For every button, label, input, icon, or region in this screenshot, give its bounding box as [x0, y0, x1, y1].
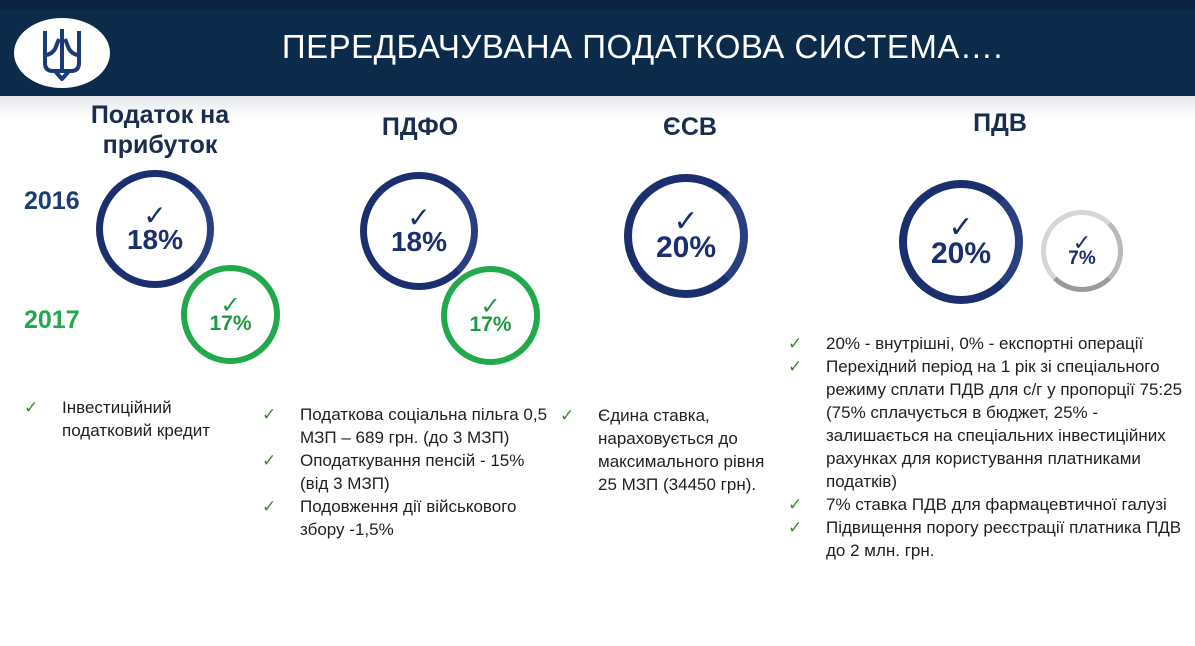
pdfo-2016-circle: ✓ 18% [360, 172, 478, 290]
check-icon: ✓ [143, 200, 167, 231]
check-icon: ✓ [560, 406, 575, 425]
list-item: ✓ 7% ставка ПДВ для фармацевтичної галузі [788, 495, 1167, 514]
profit-tax-2016-rate: 18% [126, 224, 184, 255]
pdfo-2017-rate: 17% [469, 312, 512, 336]
trident-icon [43, 29, 81, 81]
list-item: ✓ Подовження дії військового збору -1,5% [262, 497, 517, 539]
check-icon: ✓ [262, 405, 277, 424]
check-icon: ✓ [480, 292, 501, 320]
list-item: ✓ 20% - внутрішні, 0% - експортні операці… [788, 334, 1144, 353]
check-icon: ✓ [24, 398, 39, 417]
check-icon: ✓ [407, 202, 431, 233]
column-title-esv: ЄСВ [663, 113, 717, 141]
list-item: ✓ Інвестиційний податковий кредит [24, 398, 211, 440]
pdv-pharma-rate: 7% [1068, 248, 1096, 269]
pdv-main-rate: 20% [930, 237, 992, 270]
logo [14, 18, 110, 88]
profit-tax-2016-circle: ✓ 18% [96, 170, 214, 288]
check-icon: ✓ [673, 205, 699, 238]
header-bar: ПЕРЕДБАЧУВАНА ПОДАТКОВА СИСТЕМА…. [0, 0, 1195, 96]
header-top-line [0, 0, 1195, 10]
check-icon: ✓ [948, 211, 974, 244]
list-item: ✓ Перехідний період на 1 рік зі спеціальн… [788, 357, 1183, 491]
pdv-main-circle: ✓ 20% [899, 180, 1023, 304]
year-2017-label: 2017 [24, 306, 80, 334]
pdfo-list: ✓ Податкова соціальна пільга 0,5 МЗП – 68… [262, 403, 552, 541]
column-title-profit-tax: Податок на прибуток [90, 101, 230, 159]
profit-tax-2017-rate: 17% [209, 311, 252, 335]
header-shadow [0, 96, 1195, 118]
check-icon: ✓ [262, 497, 277, 516]
esv-rate: 20% [655, 231, 717, 264]
list-item: ✓ Оподаткування пенсій - 15% (від 3 МЗП) [262, 451, 525, 493]
pdv-list: ✓ 20% - внутрішні, 0% - експортні операці… [788, 332, 1190, 562]
profit-tax-list: ✓ Інвестиційний податковий кредит [24, 396, 254, 442]
list-item: ✓ Підвищення порогу реєстрації платника П… [788, 518, 1182, 560]
column-title-pdv: ПДВ [973, 109, 1027, 137]
check-icon: ✓ [1072, 230, 1092, 255]
page-title: ПЕРЕДБАЧУВАНА ПОДАТКОВА СИСТЕМА…. [281, 28, 1004, 65]
list-item: ✓ Податкова соціальна пільга 0,5 МЗП – 68… [262, 405, 548, 447]
pdfo-2017-circle: ✓ 17% [441, 266, 540, 365]
check-icon: ✓ [788, 518, 803, 537]
pdfo-2016-rate: 18% [390, 226, 448, 257]
check-icon: ✓ [788, 495, 803, 514]
esv-circle: ✓ 20% [624, 174, 748, 298]
check-icon: ✓ [262, 451, 277, 470]
check-icon: ✓ [788, 357, 803, 376]
year-2016-label: 2016 [24, 187, 80, 215]
list-item: ✓ Єдина ставка, нараховується до максимал… [560, 406, 765, 494]
check-icon: ✓ [220, 291, 241, 319]
profit-tax-2017-circle: ✓ 17% [181, 265, 280, 364]
pdv-pharma-circle: ✓ 7% [1041, 210, 1123, 292]
column-title-pdfo: ПДФО [381, 113, 459, 141]
esv-list: ✓ Єдина ставка, нараховується до максимал… [560, 404, 775, 496]
check-icon: ✓ [788, 334, 803, 353]
